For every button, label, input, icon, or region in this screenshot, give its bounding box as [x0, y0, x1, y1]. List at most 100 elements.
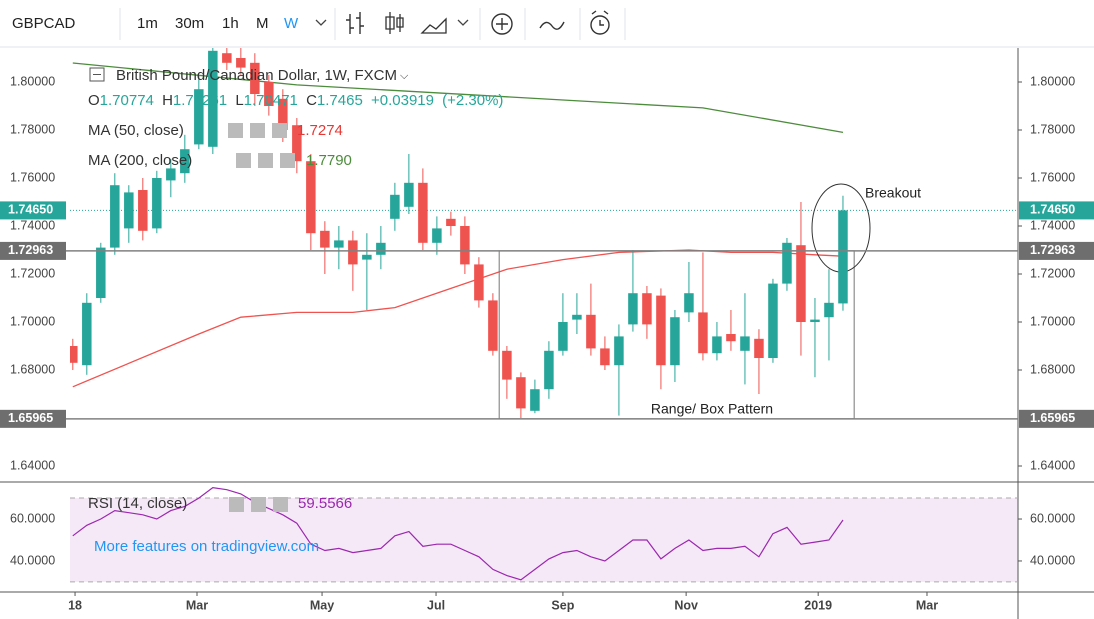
dropdown-icon[interactable] [315, 19, 327, 26]
annotation: Breakout [865, 185, 921, 201]
price-label: 1.65965 [1030, 411, 1075, 425]
candle-body [250, 62, 260, 95]
candle-body [166, 168, 176, 181]
ma50-value: 1.7274 [297, 122, 343, 139]
y-tick-label: 1.70000 [10, 314, 55, 328]
candle-body [824, 302, 834, 318]
candle-body [236, 58, 246, 68]
alert-icon[interactable] [590, 15, 610, 35]
candle-body [110, 185, 120, 248]
candle-body [292, 125, 302, 162]
price-label-bg [1019, 241, 1094, 260]
area-icon[interactable] [420, 17, 447, 34]
y-tick-label: 40.0000 [1030, 553, 1075, 567]
y-tick-label: 1.80000 [10, 74, 55, 88]
price-label: 1.65965 [8, 411, 53, 425]
candle-body [348, 240, 358, 265]
y-tick-label: 1.72000 [1030, 266, 1075, 280]
symbol[interactable]: GBPCAD [12, 15, 76, 32]
rsi-legend: RSI (14, close) [88, 495, 187, 512]
ma-name: MA (200, close) [88, 152, 192, 169]
candle-body [586, 314, 596, 349]
legend-buttons[interactable] [236, 153, 295, 168]
interval[interactable]: M [256, 15, 269, 32]
ohlc-legend: O1.70774 H1.75261 L1.70471 C1.7465 +0.03… [88, 92, 503, 109]
interval[interactable]: 1m [137, 15, 158, 32]
candle-body [208, 50, 218, 147]
bars-icon[interactable] [346, 12, 364, 34]
y-tick-label: 1.70000 [1030, 314, 1075, 328]
candle-body [670, 317, 680, 366]
candle-body [306, 161, 316, 234]
candle-body [558, 322, 568, 351]
candle-body [320, 230, 330, 248]
interval[interactable]: 30m [175, 15, 204, 32]
candle-body [712, 336, 722, 354]
x-tick-label: Mar [916, 598, 938, 612]
y-tick-label: 1.74000 [1030, 218, 1075, 232]
ma-name: MA (50, close) [88, 122, 184, 139]
candle-body [418, 182, 428, 243]
rsi-value: 59.5566 [298, 495, 352, 512]
candle-body [404, 182, 414, 207]
y-tick-label: 1.64000 [1030, 458, 1075, 472]
candle-body [194, 89, 204, 145]
x-tick-label: Sep [551, 598, 574, 612]
candle-body [810, 319, 820, 323]
main-pane: Range/ Box Pattern Breakout [70, 48, 1018, 420]
candle-body [376, 242, 386, 255]
candle-body [390, 194, 400, 219]
candle-body [222, 53, 232, 63]
axes: 1.64000 1.64000 1.68000 1.68000 1.70000 1.700… [0, 74, 1094, 612]
low-value: 1.70471 [244, 92, 298, 109]
interval[interactable]: 1h [222, 15, 239, 32]
watermark[interactable]: More features on tradingview.com [94, 538, 319, 555]
collapse-icon[interactable] [89, 67, 105, 82]
ma200-legend: MA (200, close) [88, 152, 192, 169]
indicator-icon[interactable] [491, 13, 513, 35]
x-tick-label: Jul [427, 598, 445, 612]
open-value: 1.70774 [100, 92, 154, 109]
candle-body [96, 247, 106, 299]
ma200-value: 1.7790 [306, 152, 352, 169]
candle-body [656, 295, 666, 366]
candle-body [70, 346, 78, 363]
label: O [88, 92, 100, 109]
compare-icon[interactable] [539, 21, 565, 30]
x-tick-label: May [310, 598, 334, 612]
candle-body [180, 149, 190, 174]
dropdown-icon[interactable] [457, 19, 469, 26]
candle-body [502, 350, 512, 380]
y-tick-label: 1.68000 [10, 362, 55, 376]
candle-body [544, 350, 554, 390]
chart-title: British Pound/Canadian Dollar, 1W, FXCM ⌵ [116, 67, 409, 84]
y-tick-label: 1.68000 [1030, 362, 1075, 376]
close-value: 1.7465 [317, 92, 363, 109]
candle-body [684, 293, 694, 313]
candle-body [82, 302, 92, 366]
interval-active[interactable]: W [284, 15, 299, 32]
candle-body [796, 245, 806, 323]
y-tick-label: 1.78000 [10, 122, 55, 136]
candle-body [124, 192, 134, 229]
annotation: Range/ Box Pattern [651, 401, 773, 417]
legend-buttons[interactable] [229, 497, 288, 512]
ma50-legend: MA (50, close) [88, 122, 184, 139]
high-value: 1.75261 [173, 92, 227, 109]
legend-buttons[interactable] [228, 123, 287, 138]
candle-body [334, 240, 344, 248]
candle-body [362, 254, 372, 260]
x-tick-label: Mar [186, 598, 208, 612]
candles-icon[interactable] [385, 12, 404, 34]
candle-body [642, 293, 652, 325]
y-tick-label: 60.0000 [1030, 511, 1075, 525]
x-tick-label: 18 [68, 598, 82, 612]
price-label-bg [0, 201, 66, 220]
label: L [235, 92, 243, 109]
y-tick-label: 1.64000 [10, 458, 55, 472]
price-label: 1.72963 [1030, 243, 1075, 257]
y-tick-label: 1.76000 [1030, 170, 1075, 184]
change: +0.03919 [371, 92, 434, 109]
